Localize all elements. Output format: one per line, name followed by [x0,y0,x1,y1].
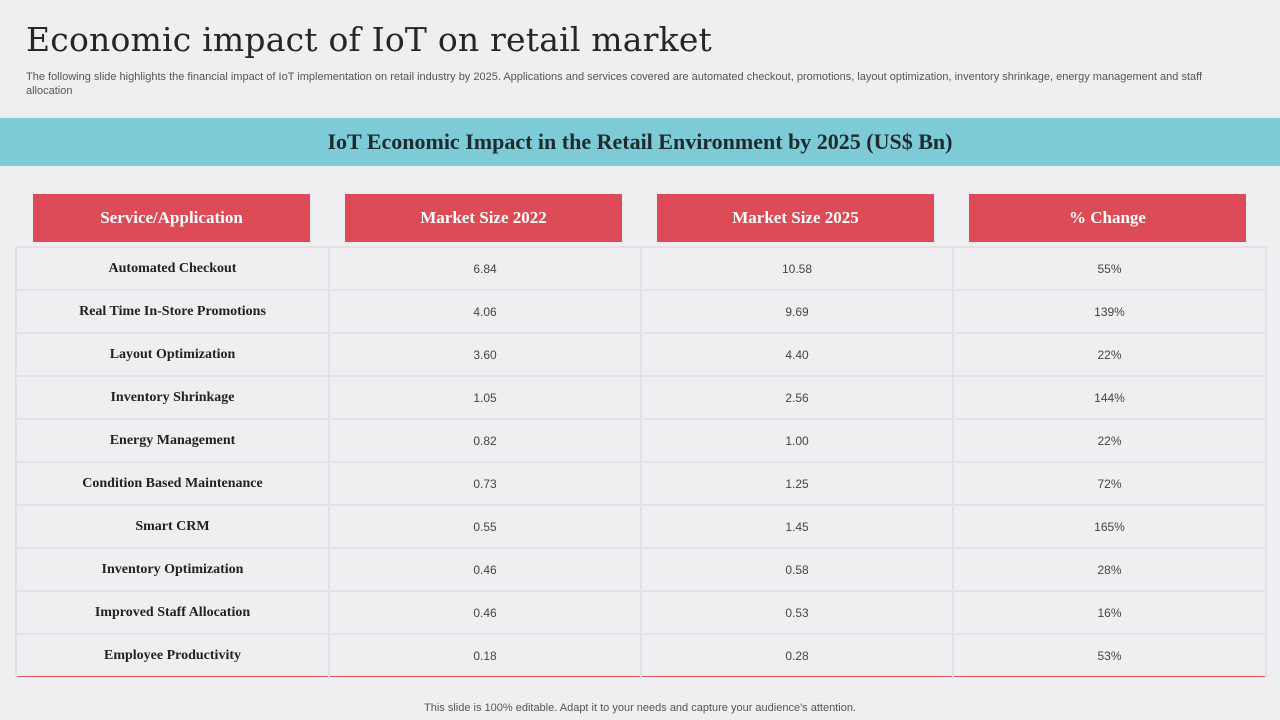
service-cell: Automated Checkout [15,246,330,291]
market-size-2022-cell: 0.46 [328,590,642,635]
percent-change-cell: 53% [952,633,1267,677]
service-cell: Smart CRM [15,504,330,549]
market-size-2025-cell: 1.45 [640,504,954,549]
market-size-2022-cell: 1.05 [328,375,642,420]
market-size-2025-cell: 0.53 [640,590,954,635]
table-row: Real Time In-Store Promotions 4.06 9.69 139… [15,289,1267,334]
percent-change-cell: 139% [952,289,1267,334]
service-cell: Improved Staff Allocation [15,590,330,635]
service-cell: Inventory Shrinkage [15,375,330,420]
percent-change-cell: 72% [952,461,1267,506]
table-row: Improved Staff Allocation 0.46 0.53 16% [15,590,1267,635]
table-row: Employee Productivity 0.18 0.28 53% [15,633,1267,677]
page-title: Economic impact of IoT on retail market [26,20,713,59]
percent-change-cell: 16% [952,590,1267,635]
market-size-2025-cell: 1.25 [640,461,954,506]
table-row: Inventory Optimization 0.46 0.58 28% [15,547,1267,592]
service-cell: Employee Productivity [15,633,330,677]
table-row: Inventory Shrinkage 1.05 2.56 144% [15,375,1267,420]
table-row: Smart CRM 0.55 1.45 165% [15,504,1267,549]
footer-note: This slide is 100% editable. Adapt it to… [424,702,856,714]
percent-change-cell: 55% [952,246,1267,291]
header-market-size-2025: Market Size 2025 [657,194,934,242]
page-subtitle: The following slide highlights the finan… [26,71,1203,97]
percent-change-cell: 28% [952,547,1267,592]
market-size-2022-cell: 0.18 [328,633,642,677]
market-size-2022-cell: 4.06 [328,289,642,334]
table-row: Layout Optimization 3.60 4.40 22% [15,332,1267,377]
market-size-2022-cell: 0.73 [328,461,642,506]
market-size-2025-cell: 9.69 [640,289,954,334]
table-banner: IoT Economic Impact in the Retail Enviro… [0,118,1280,166]
percent-change-cell: 22% [952,332,1267,377]
percent-change-cell: 144% [952,375,1267,420]
market-size-2025-cell: 0.58 [640,547,954,592]
table-row: Energy Management 0.82 1.00 22% [15,418,1267,463]
market-size-2025-cell: 1.00 [640,418,954,463]
percent-change-cell: 22% [952,418,1267,463]
service-cell: Inventory Optimization [15,547,330,592]
banner-title: IoT Economic Impact in the Retail Enviro… [327,129,953,154]
market-size-2025-cell: 10.58 [640,246,954,291]
market-size-2022-cell: 3.60 [328,332,642,377]
header-service: Service/Application [33,194,310,242]
market-size-2022-cell: 0.46 [328,547,642,592]
impact-table: Automated Checkout 6.84 10.58 55% Real Time … [15,246,1267,677]
header-market-size-2022: Market Size 2022 [345,194,622,242]
table-header-row: Service/Application Market Size 2022 Mar… [33,194,1246,242]
table-row: Condition Based Maintenance 0.73 1.25 72% [15,461,1267,506]
service-cell: Energy Management [15,418,330,463]
market-size-2022-cell: 0.82 [328,418,642,463]
table-row: Automated Checkout 6.84 10.58 55% [15,246,1267,291]
table-body: Automated Checkout 6.84 10.58 55% Real Time … [15,246,1267,677]
market-size-2022-cell: 0.55 [328,504,642,549]
service-cell: Real Time In-Store Promotions [15,289,330,334]
market-size-2022-cell: 6.84 [328,246,642,291]
service-cell: Condition Based Maintenance [15,461,330,506]
percent-change-cell: 165% [952,504,1267,549]
market-size-2025-cell: 2.56 [640,375,954,420]
service-cell: Layout Optimization [15,332,330,377]
market-size-2025-cell: 4.40 [640,332,954,377]
header-percent-change: % Change [969,194,1246,242]
market-size-2025-cell: 0.28 [640,633,954,677]
